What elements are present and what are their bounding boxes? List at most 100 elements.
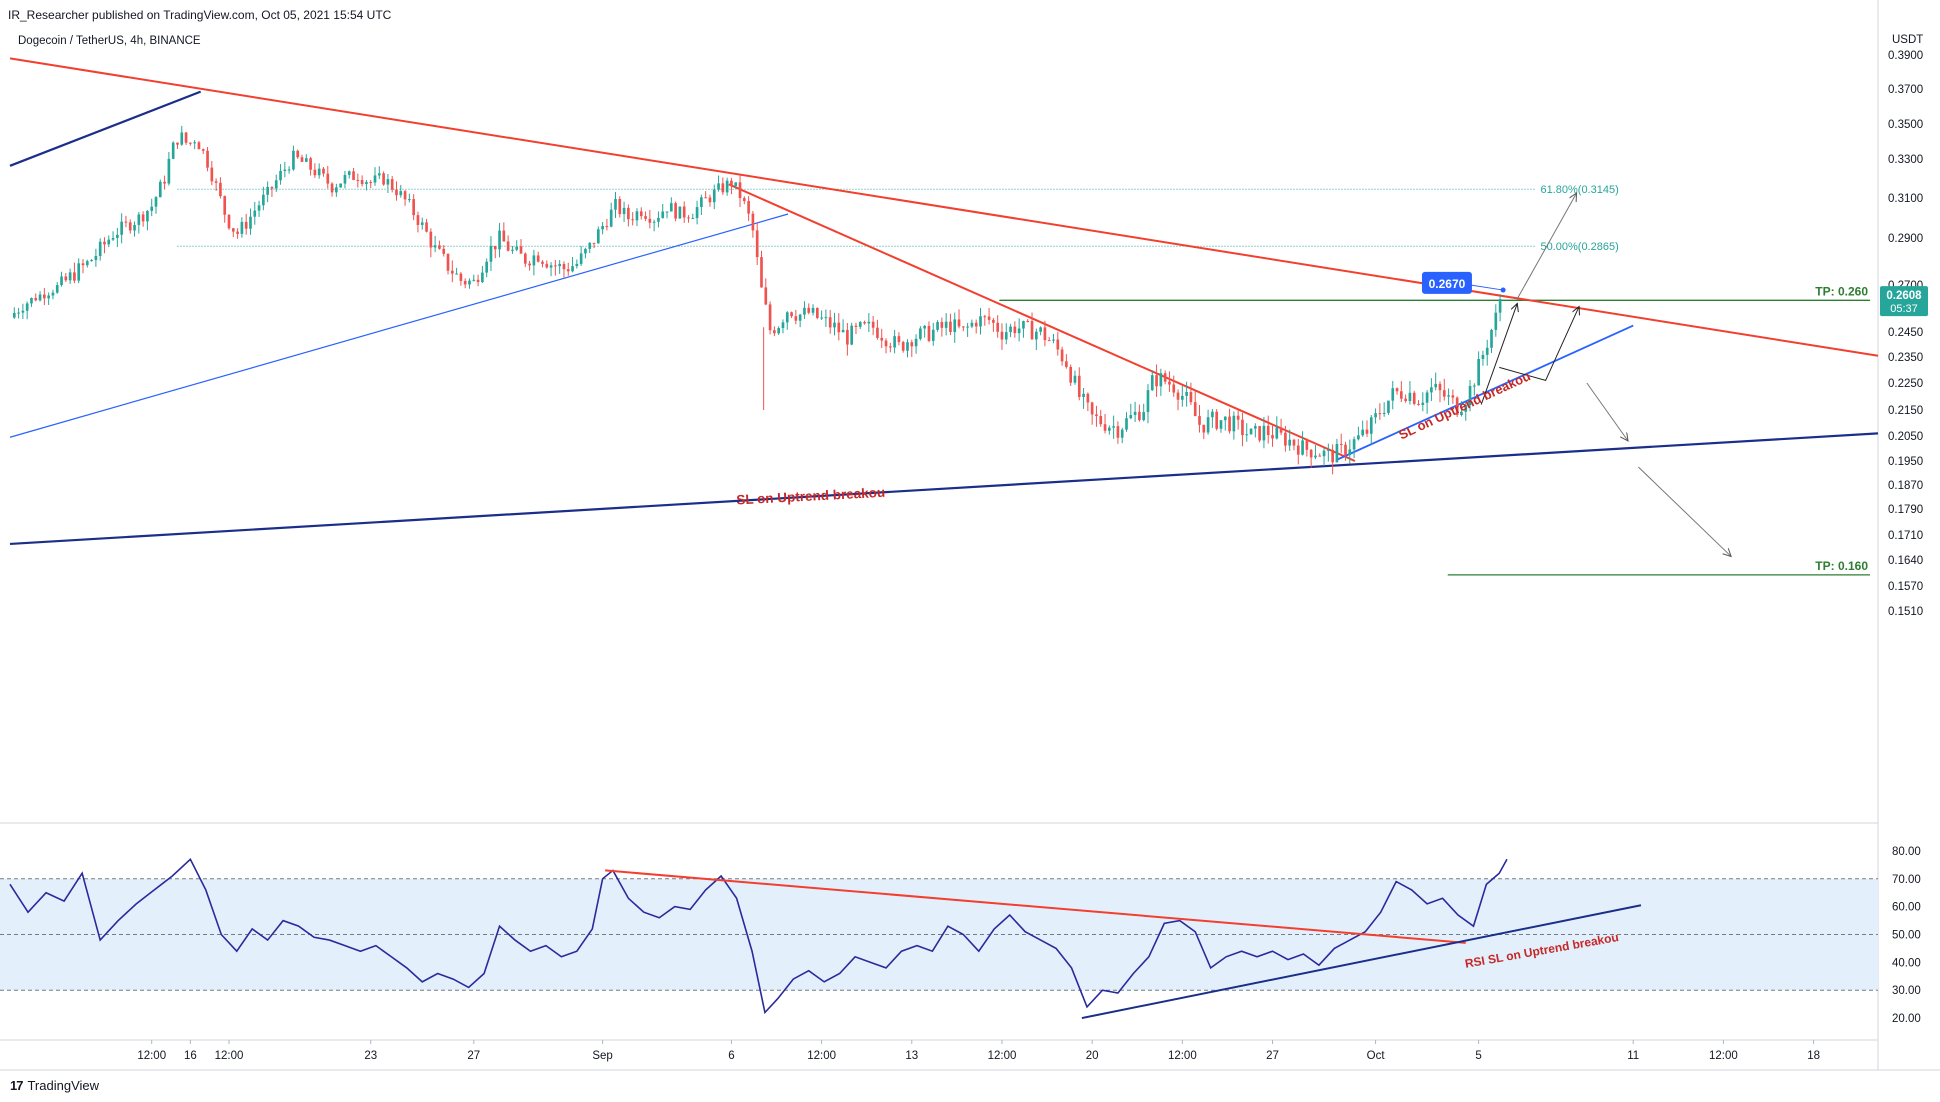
price-tick-label: 0.2150 xyxy=(1888,405,1923,417)
early-uptrend-line xyxy=(9,90,202,167)
candle-body xyxy=(262,194,265,206)
candle-body xyxy=(1464,405,1468,412)
rsi-axis[interactable]: 80.00 70.00 60.00 50.00 40.00 30.00 20.00 xyxy=(1892,846,1921,1025)
candle-body xyxy=(1125,418,1128,430)
candle-body xyxy=(1120,429,1124,438)
candle-body xyxy=(373,175,377,183)
candle-body xyxy=(682,206,686,218)
candle-body xyxy=(253,210,257,217)
candle-body xyxy=(708,197,712,203)
candle-body xyxy=(876,327,879,338)
candle-body xyxy=(94,255,98,261)
price-tick-label: 0.3500 xyxy=(1888,119,1923,131)
candle-body xyxy=(1468,385,1472,406)
candle-body xyxy=(176,142,179,145)
candle-body xyxy=(790,312,793,317)
candle-body xyxy=(17,312,20,314)
candle-body xyxy=(961,326,965,328)
candle-body xyxy=(841,329,845,333)
candle-body xyxy=(1258,426,1261,441)
take-profit-label: TP: 0.260 xyxy=(1815,284,1868,298)
price-tick-label: 0.1710 xyxy=(1888,530,1923,542)
candle-body xyxy=(575,263,579,267)
candle-body xyxy=(940,322,944,328)
candle-body xyxy=(622,207,626,215)
candle-body xyxy=(1099,416,1103,425)
candle-body xyxy=(412,199,415,216)
candle-body xyxy=(652,221,656,223)
candle-body xyxy=(51,292,55,296)
candle-body xyxy=(1498,299,1502,313)
time-tick-label: 12:00 xyxy=(807,1050,836,1062)
sl-annotation-short: SL on Uptrend breakou xyxy=(1396,368,1532,442)
time-axis[interactable]: 12:00 16 12:00 23 27 Sep 6 12:00 13 12:00 20 12:00 2… xyxy=(137,1040,1820,1062)
candle-body xyxy=(1404,398,1407,402)
candle-body xyxy=(627,207,630,220)
candle-body xyxy=(957,319,961,327)
time-tick-label: 6 xyxy=(728,1050,734,1062)
major-support-line xyxy=(9,432,1879,546)
time-tick-label: 27 xyxy=(467,1050,480,1062)
candle-body xyxy=(335,187,338,193)
time-tick-label: 18 xyxy=(1807,1050,1820,1062)
candle-body xyxy=(1112,426,1115,428)
price-tick-label: 0.1870 xyxy=(1888,480,1923,492)
candle-body xyxy=(944,321,948,328)
candle-body xyxy=(1460,411,1463,415)
rsi-resistance-line xyxy=(605,869,1466,944)
candle-body xyxy=(515,246,519,250)
tradingview-brand[interactable]: 17 TradingView xyxy=(10,1078,99,1093)
candle-body xyxy=(146,210,149,222)
candle-body xyxy=(609,209,613,227)
candle-body xyxy=(1395,388,1399,392)
candle-body xyxy=(1288,439,1292,446)
candle-body xyxy=(1185,392,1188,396)
candle-body xyxy=(1378,413,1382,415)
last-price-badge xyxy=(1880,286,1928,317)
time-tick-label: 20 xyxy=(1086,1050,1099,1062)
candle-body xyxy=(871,321,875,328)
candle-body xyxy=(171,142,175,159)
candle-body xyxy=(60,276,63,286)
candle-body xyxy=(116,234,119,238)
candle-body xyxy=(717,183,720,190)
candle-body xyxy=(107,239,111,245)
candle-body xyxy=(1107,427,1111,431)
candle-body xyxy=(910,342,914,347)
candle-body xyxy=(523,253,527,264)
candle-body xyxy=(1172,384,1176,393)
candle-body xyxy=(459,273,463,281)
rsi-tick-label: 60.00 xyxy=(1892,902,1921,914)
price-tick-label: 0.2050 xyxy=(1888,431,1923,443)
candle-body xyxy=(880,337,884,341)
candle-body xyxy=(781,322,785,329)
candle-body xyxy=(330,183,334,193)
candle-body xyxy=(1369,417,1373,434)
candle-body xyxy=(1421,402,1425,405)
candle-body xyxy=(133,224,136,231)
candle-body xyxy=(1000,331,1004,340)
countdown-text: 05:37 xyxy=(1890,303,1918,315)
candle-body xyxy=(420,222,424,225)
candle-body xyxy=(347,171,351,175)
brand-text: TradingView xyxy=(27,1078,100,1093)
price-axis[interactable]: USDT 0.3900 0.3700 0.3500 0.3300 0.3100 0.2900… xyxy=(1888,34,1923,618)
candle-body xyxy=(644,216,647,219)
rsi-line xyxy=(9,857,1508,1015)
candle-body xyxy=(1357,435,1360,440)
candle-body xyxy=(1163,373,1167,382)
candle-body xyxy=(558,263,561,267)
candle-body xyxy=(695,207,699,219)
candle-body xyxy=(751,213,755,231)
price-tick-label: 0.3900 xyxy=(1888,50,1923,62)
candle-body xyxy=(446,253,450,271)
candle-body xyxy=(399,191,403,196)
candle-body xyxy=(1223,416,1227,421)
candle-body xyxy=(1206,417,1210,433)
candle-body xyxy=(1425,392,1429,403)
candle-body xyxy=(377,173,381,176)
candle-body xyxy=(1382,412,1386,414)
candle-body xyxy=(592,242,596,244)
candle-body xyxy=(64,276,68,281)
